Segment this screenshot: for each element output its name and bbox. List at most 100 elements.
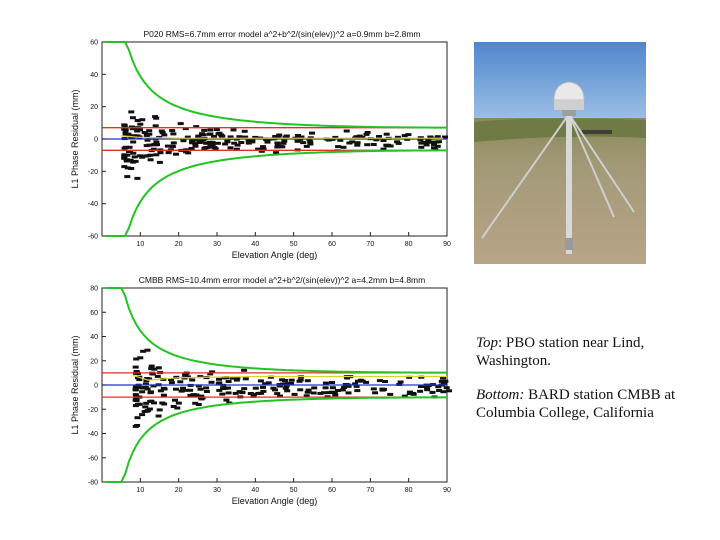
- residual-point: [372, 391, 379, 395]
- residual-point: [127, 158, 134, 162]
- residual-point: [227, 135, 234, 139]
- residual-point: [151, 401, 157, 405]
- residual-point: [177, 380, 184, 384]
- x-tick-label: 50: [290, 487, 298, 494]
- residual-point: [380, 139, 387, 142]
- residual-point: [140, 349, 147, 353]
- residual-point: [280, 141, 287, 145]
- residual-point: [397, 380, 404, 384]
- caption-bottom: Bottom: BARD station CMBB at Columbia Co…: [476, 386, 696, 422]
- residual-point: [130, 140, 137, 144]
- y-axis-label: L1 Phase Residual (mm): [70, 335, 80, 434]
- residual-point: [143, 379, 150, 383]
- residual-point: [274, 145, 281, 149]
- residual-point: [207, 128, 214, 132]
- residual-point: [125, 132, 132, 136]
- residual-point: [153, 116, 160, 120]
- residual-point: [258, 149, 265, 153]
- residual-point: [442, 379, 449, 383]
- residual-point: [124, 166, 131, 170]
- residual-point: [407, 390, 413, 394]
- residual-point: [431, 146, 437, 150]
- residual-point: [267, 375, 274, 379]
- residual-point: [177, 122, 184, 126]
- residual-point: [184, 135, 191, 139]
- residual-point: [160, 393, 167, 397]
- residual-point: [198, 394, 205, 398]
- residual-point: [185, 375, 191, 379]
- residual-point: [159, 131, 166, 135]
- residual-point: [195, 134, 202, 138]
- residual-point: [165, 151, 172, 155]
- residual-point: [172, 398, 178, 402]
- residual-point: [121, 153, 128, 157]
- residual-point: [208, 145, 215, 149]
- residual-point: [211, 135, 217, 138]
- residual-point: [418, 375, 425, 379]
- residual-point: [212, 147, 219, 151]
- residual-point: [304, 379, 311, 383]
- residual-point: [274, 141, 281, 145]
- residual-point: [224, 386, 231, 390]
- residual-point: [182, 373, 189, 377]
- y-tick-label: 20: [90, 104, 98, 111]
- residual-point: [128, 167, 135, 170]
- residual-point: [440, 382, 447, 386]
- y-tick-label: 80: [90, 286, 98, 293]
- residual-point: [203, 390, 210, 393]
- residual-point: [424, 140, 431, 144]
- residual-point: [209, 143, 216, 147]
- residual-point: [424, 388, 431, 392]
- residual-point: [354, 389, 361, 393]
- residual-point: [134, 119, 141, 122]
- residual-point: [317, 391, 324, 395]
- residual-point: [340, 145, 347, 149]
- residual-point: [155, 366, 162, 370]
- residual-point: [303, 394, 310, 398]
- residual-point: [335, 145, 342, 149]
- residual-point: [294, 139, 301, 143]
- x-tick-label: 20: [175, 487, 183, 494]
- residual-point: [241, 368, 248, 372]
- residual-point: [223, 376, 230, 380]
- residual-point: [168, 378, 174, 381]
- residual-point: [436, 140, 442, 144]
- x-tick-label: 60: [328, 241, 336, 248]
- residual-point: [245, 141, 252, 145]
- residual-point: [131, 155, 138, 159]
- residual-point: [153, 153, 160, 157]
- residual-point: [401, 394, 408, 398]
- residual-point: [143, 401, 150, 405]
- residual-point: [329, 381, 335, 384]
- bottom-residual-plot: CMBB RMS=10.4mm error model a^2+b^2/(sin…: [62, 272, 453, 522]
- residual-point: [224, 140, 231, 144]
- residual-point: [156, 408, 163, 412]
- residual-point: [401, 134, 408, 138]
- residual-point: [305, 388, 312, 392]
- residual-point: [352, 382, 359, 386]
- chart-title: CMBB RMS=10.4mm error model a^2+b^2/(sin…: [139, 275, 425, 285]
- x-tick-label: 20: [175, 241, 183, 248]
- x-tick-label: 30: [213, 241, 221, 248]
- residual-point: [373, 138, 380, 142]
- residual-point: [345, 391, 352, 395]
- y-tick-label: -60: [88, 455, 98, 462]
- residual-point: [252, 135, 259, 139]
- residual-point: [209, 140, 216, 144]
- residual-point: [203, 386, 210, 390]
- y-tick-label: 20: [90, 358, 98, 365]
- residual-point: [332, 135, 339, 139]
- residual-point: [219, 392, 226, 396]
- x-tick-label: 70: [366, 241, 374, 248]
- residual-point: [273, 151, 280, 155]
- residual-point: [214, 141, 221, 145]
- residual-point: [180, 139, 187, 143]
- residual-point: [282, 379, 288, 382]
- residual-point: [134, 416, 141, 420]
- residual-point: [231, 141, 238, 145]
- residual-point: [189, 378, 196, 382]
- residual-point: [239, 390, 246, 394]
- residual-point: [152, 115, 159, 119]
- residual-point: [193, 125, 200, 129]
- y-axis-label: L1 Phase Residual (mm): [70, 89, 80, 188]
